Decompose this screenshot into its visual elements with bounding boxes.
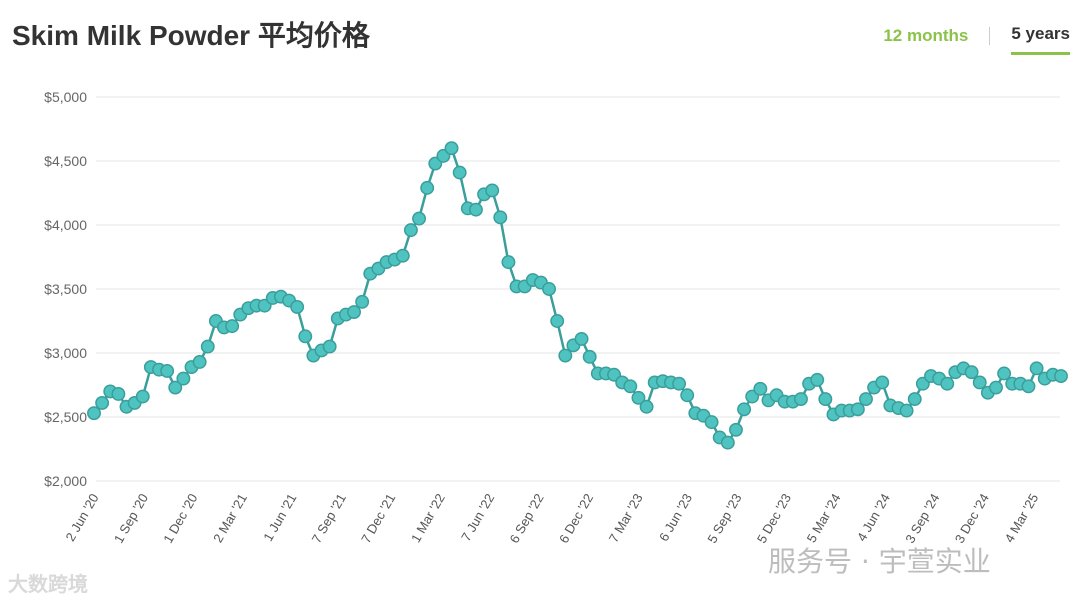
x-tick-label: 7 Mar '23 [606,491,646,545]
tab-divider [989,26,991,45]
data-point[interactable] [111,387,126,401]
data-point[interactable] [704,415,719,430]
x-tick-label: 4 Mar '25 [1002,491,1042,545]
data-point[interactable] [468,202,483,217]
data-point[interactable] [940,376,955,391]
x-tick-label: 6 Dec '22 [556,491,596,546]
watermark-left: 大数跨境 [8,572,88,596]
data-point[interactable] [737,402,752,417]
data-point[interactable] [899,403,914,418]
data-point[interactable] [485,183,500,198]
data-point[interactable] [639,399,654,414]
data-point[interactable] [192,355,207,369]
x-tick-label: 5 Sep '23 [704,491,744,546]
data-point[interactable] [672,376,687,391]
x-tick-label: 5 Mar '24 [804,491,844,545]
x-tick-label: 4 Jun '24 [854,491,893,544]
tab-5-years[interactable]: 5 years [1011,24,1070,55]
data-point[interactable] [420,180,435,195]
data-point[interactable] [412,211,426,226]
data-point[interactable] [810,372,825,387]
data-point[interactable] [574,331,589,346]
data-point[interactable] [631,390,646,405]
x-tick-label: 2 Mar '21 [210,491,250,545]
series-points [87,141,1068,450]
period-tabs: 12 months 5 years [883,24,1070,55]
data-point[interactable] [168,380,183,395]
y-tick-label: $5,000 [44,89,87,105]
data-point[interactable] [972,375,987,390]
watermark-right: 服务号 · 宇萱实业 [768,545,991,578]
data-point[interactable] [680,388,695,403]
data-point[interactable] [395,248,410,263]
data-point[interactable] [225,319,240,334]
data-point[interactable] [875,375,890,390]
data-point[interactable] [907,392,922,407]
x-tick-label: 3 Dec '24 [952,491,992,546]
y-tick-label: $3,000 [44,345,87,361]
x-tick-label: 7 Dec '21 [358,491,398,546]
y-tick-label: $2,500 [44,409,87,425]
data-point[interactable] [87,406,101,421]
data-point[interactable] [290,299,305,314]
data-point[interactable] [964,365,979,380]
data-point[interactable] [1029,361,1044,376]
data-point[interactable] [444,141,459,156]
x-tick-label: 5 Dec '23 [754,491,794,546]
data-point[interactable] [200,339,215,354]
x-tick-label: 1 Dec '20 [160,491,200,546]
data-point[interactable] [859,392,873,407]
data-point[interactable] [623,379,638,394]
data-point[interactable] [298,329,313,344]
data-point[interactable] [95,395,110,410]
x-tick-label: 7 Sep '21 [309,491,349,546]
x-axis-labels: 2 Jun '20 1 Sep '20 1 Dec '20 2 Mar '21 1 Ju… [62,491,1041,546]
data-point[interactable] [355,294,370,309]
page-title: Skim Milk Powder 平均价格 [12,20,370,51]
data-point[interactable] [558,348,573,363]
data-point[interactable] [1054,369,1068,383]
data-point[interactable] [753,381,768,396]
tab-12-months[interactable]: 12 months [883,25,969,45]
data-point[interactable] [542,282,557,296]
x-tick-label: 1 Mar '22 [408,491,448,545]
x-tick-label: 3 Sep '24 [902,491,942,546]
data-point[interactable] [452,165,467,180]
x-tick-label: 7 Jun '22 [458,491,497,544]
data-point[interactable] [347,305,361,319]
x-tick-label: 1 Jun '21 [260,491,299,544]
y-axis-labels: $2,000 $2,500 $3,000 $3,500 $4,000 $4,500 $5,0… [44,89,87,489]
data-point[interactable] [997,366,1012,381]
data-point[interactable] [818,392,833,407]
y-tick-label: $2,000 [44,473,87,489]
data-point[interactable] [720,435,735,450]
grid-lines [96,96,1060,482]
data-point[interactable] [582,349,597,364]
data-point[interactable] [322,339,337,354]
data-point[interactable] [493,210,508,225]
y-tick-label: $3,500 [44,281,87,297]
data-point[interactable] [135,389,150,404]
data-point[interactable] [1021,379,1036,394]
data-point[interactable] [729,422,743,437]
data-point[interactable] [794,392,808,407]
data-point[interactable] [550,314,565,328]
data-point[interactable] [403,223,418,238]
data-point[interactable] [160,363,175,378]
x-tick-label: 6 Sep '22 [507,491,547,546]
data-point[interactable] [850,402,865,417]
x-tick-label: 6 Jun '23 [656,491,695,544]
y-tick-label: $4,000 [44,217,87,233]
data-point[interactable] [176,371,191,386]
x-tick-label: 1 Sep '20 [111,491,151,546]
y-tick-label: $4,500 [44,153,87,169]
x-tick-label: 2 Jun '20 [62,491,101,544]
data-point[interactable] [501,255,516,270]
data-point[interactable] [989,380,1003,395]
